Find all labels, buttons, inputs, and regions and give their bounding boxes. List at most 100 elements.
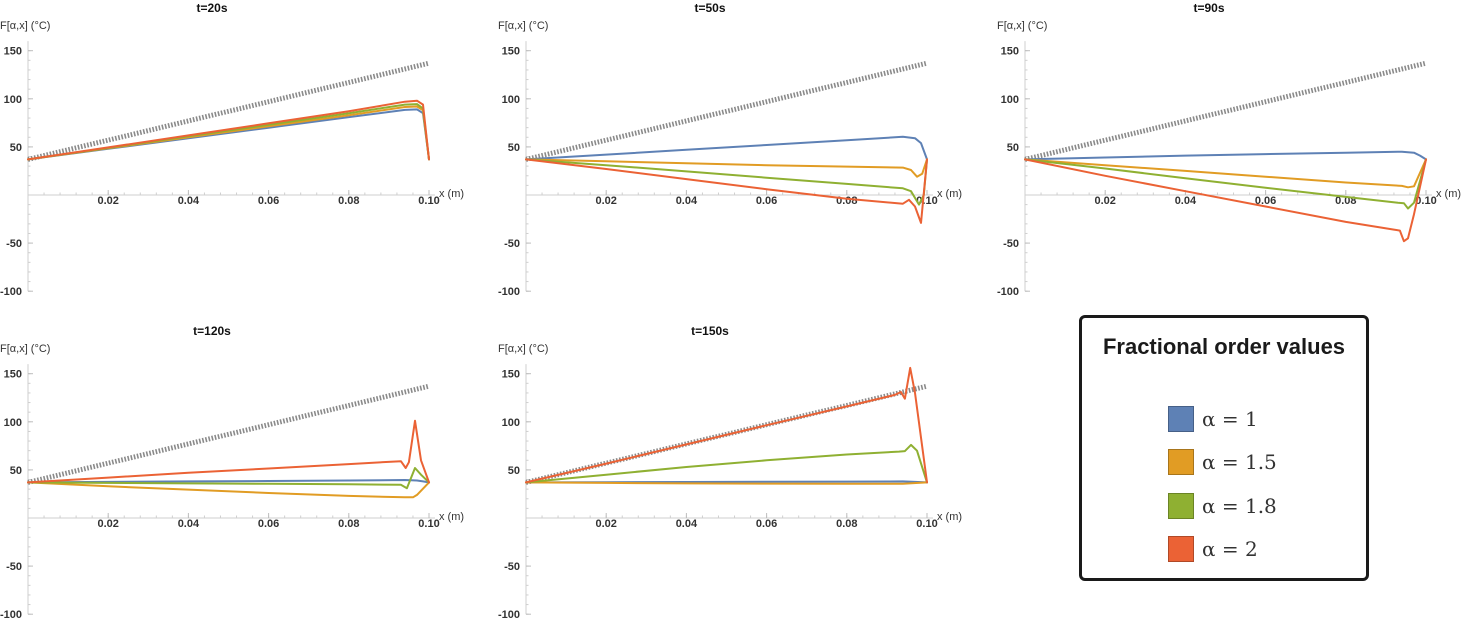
y-tick-label: -100 <box>498 609 520 618</box>
legend-swatch-alpha-2 <box>1168 536 1194 562</box>
legend-swatch-alpha-1-8 <box>1168 493 1194 519</box>
chart-title: t=120s <box>193 324 231 338</box>
legend-label-alpha-1: α = 1 <box>1202 407 1258 431</box>
x-tick-label: 0.10 <box>418 518 439 530</box>
x-tick-label: 0.08 <box>836 518 857 530</box>
x-axis-label: x (m) <box>439 511 464 523</box>
y-axis-label: F[α,x] (°C) <box>0 20 50 32</box>
x-tick-label: 0.02 <box>97 518 118 530</box>
panel-t-150s: 0.02 0.04 0.06 0.08 0.10 -100 -50 50 100 150 x (m)… <box>498 324 962 618</box>
legend-title: Fractional order values <box>1102 334 1346 359</box>
x-tick-label: 0.04 <box>676 518 698 530</box>
panel-t-120s: 0.02 0.04 0.06 0.08 0.10 -100 -50 50 100 150 x (m)… <box>0 324 464 618</box>
legend-entry-alpha-1-8: α = 1.8 <box>1168 491 1277 521</box>
x-tick-label: 0.10 <box>1415 195 1436 207</box>
x-tick-label: 0.04 <box>178 195 200 207</box>
series-line-1-5 <box>525 481 928 485</box>
x-tick-label: 0.10 <box>418 195 439 207</box>
y-tick-label: 150 <box>1001 46 1019 58</box>
y-tick-label: 100 <box>502 94 520 106</box>
y-axis-label: F[α,x] (°C) <box>0 343 50 355</box>
y-tick-label: 100 <box>1001 94 1019 106</box>
y-tick-label: -50 <box>504 561 520 573</box>
y-tick-label: -100 <box>997 286 1019 298</box>
x-tick-label: 0.04 <box>676 195 698 207</box>
series-line-1-5 <box>525 158 928 178</box>
y-tick-label: 150 <box>502 46 520 58</box>
series-line-1-5 <box>1024 158 1427 189</box>
reference-line <box>27 383 430 485</box>
chart-title: t=20s <box>196 1 227 15</box>
y-tick-label: -100 <box>498 286 520 298</box>
series-line-1-5 <box>27 481 430 499</box>
y-tick-label: 150 <box>4 46 22 58</box>
y-tick-label: 100 <box>502 417 520 429</box>
series-line-1-8 <box>27 467 430 490</box>
x-tick-label: 0.06 <box>258 195 279 207</box>
legend-box: Fractional order values α = 1 α = 1.5 α … <box>1079 315 1369 581</box>
y-axis-label: F[α,x] (°C) <box>498 343 548 355</box>
x-tick-label: 0.08 <box>338 518 359 530</box>
y-axis-label: F[α,x] (°C) <box>997 20 1047 32</box>
chart-title: t=50s <box>694 1 725 15</box>
chart-title: t=90s <box>1193 1 1224 15</box>
series-line-2 <box>525 158 928 224</box>
series-line-2 <box>525 366 928 484</box>
x-tick-label: 0.02 <box>595 518 616 530</box>
reference-line <box>1024 60 1427 162</box>
y-tick-label: -50 <box>6 561 22 573</box>
x-tick-label: 0.10 <box>916 518 937 530</box>
y-tick-label: 50 <box>10 142 22 154</box>
x-tick-label: 0.04 <box>1175 195 1197 207</box>
legend-label-alpha-1-5: α = 1.5 <box>1202 450 1277 474</box>
y-tick-label: -50 <box>1003 238 1019 250</box>
x-tick-label: 0.06 <box>756 518 777 530</box>
x-tick-label: 0.06 <box>756 195 777 207</box>
legend-swatch-alpha-1 <box>1168 406 1194 432</box>
y-tick-label: -100 <box>0 609 22 618</box>
y-tick-label: -50 <box>504 238 520 250</box>
y-tick-label: 150 <box>4 369 22 381</box>
reference-line <box>27 60 430 162</box>
x-tick-label: 0.02 <box>1094 195 1115 207</box>
x-tick-label: 0.04 <box>178 518 200 530</box>
y-tick-label: 100 <box>4 417 22 429</box>
reference-line <box>525 60 928 162</box>
y-tick-label: 150 <box>502 369 520 381</box>
chart-title: t=150s <box>691 324 729 338</box>
y-tick-label: 50 <box>508 142 520 154</box>
y-axis-label: F[α,x] (°C) <box>498 20 548 32</box>
legend-entry-alpha-2: α = 2 <box>1168 534 1258 564</box>
x-tick-label: 0.06 <box>258 518 279 530</box>
x-tick-label: 0.08 <box>338 195 359 207</box>
y-tick-label: 50 <box>10 465 22 477</box>
x-tick-label: 0.02 <box>97 195 118 207</box>
legend-label-alpha-1-8: α = 1.8 <box>1202 494 1277 518</box>
y-tick-label: 50 <box>1007 142 1019 154</box>
y-tick-label: -50 <box>6 238 22 250</box>
x-axis-label: x (m) <box>937 511 962 523</box>
x-axis-label: x (m) <box>439 188 464 200</box>
x-tick-label: 0.06 <box>1255 195 1276 207</box>
legend-label-alpha-2: α = 2 <box>1202 537 1258 561</box>
x-axis-label: x (m) <box>937 188 962 200</box>
series-line-1-8 <box>525 158 928 206</box>
series-line-1 <box>27 479 430 484</box>
x-tick-label: 0.02 <box>595 195 616 207</box>
series-line-1 <box>1024 150 1427 161</box>
x-tick-label: 0.08 <box>836 195 857 207</box>
legend-entry-alpha-1-5: α = 1.5 <box>1168 447 1277 477</box>
legend-swatch-alpha-1-5 <box>1168 449 1194 475</box>
series-line-1-8 <box>1024 158 1427 210</box>
series-line-2 <box>1024 158 1427 243</box>
legend-entry-alpha-1: α = 1 <box>1168 404 1258 434</box>
series-line-2 <box>27 419 430 484</box>
y-tick-label: 50 <box>508 465 520 477</box>
series-line-1-8 <box>525 443 928 484</box>
series-line-2 <box>27 99 430 161</box>
y-tick-label: 100 <box>4 94 22 106</box>
series-line-1 <box>525 135 928 161</box>
